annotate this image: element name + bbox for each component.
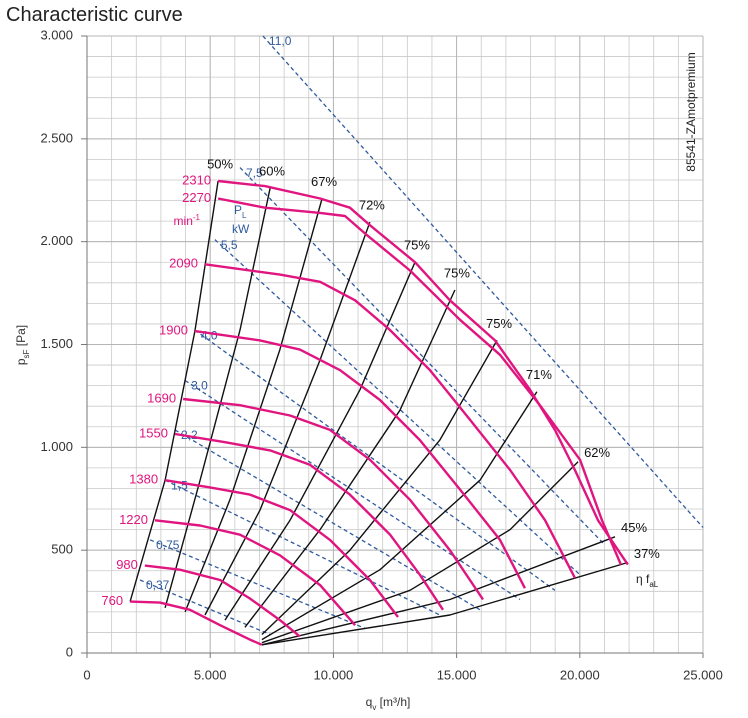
side-note: 85541-ZAmotpremium xyxy=(684,52,698,171)
efficiency-label: 71% xyxy=(526,367,552,382)
efficiency-line xyxy=(261,391,538,641)
x-tick-label: 0 xyxy=(83,667,90,682)
power-label: PL xyxy=(234,203,247,219)
efficiency-label: 75% xyxy=(404,238,430,253)
y-tick-label: 3.000 xyxy=(40,27,73,42)
y-label-sub: sF xyxy=(22,349,31,358)
power-label: 7,5 xyxy=(246,166,263,180)
efficiency-line xyxy=(164,188,271,608)
power-label-base: P xyxy=(234,203,242,217)
y-axis-label: psF [Pa] xyxy=(14,325,30,365)
y-tick-label: 500 xyxy=(51,542,73,557)
y-tick-label: 1.500 xyxy=(40,336,73,351)
speed-label: 1380 xyxy=(129,472,158,487)
x-label-sub: v xyxy=(372,703,376,712)
power-line xyxy=(174,429,481,611)
efficiency-label: 62% xyxy=(584,445,610,460)
efficiency-label: 50% xyxy=(207,156,233,171)
power-unit: kW xyxy=(232,222,250,236)
efficiency-line xyxy=(261,561,628,646)
speed-unit-sup: -1 xyxy=(193,213,201,222)
efficiency-line xyxy=(224,261,416,621)
speed-curve xyxy=(174,432,445,611)
speed-label: 2270 xyxy=(182,190,211,205)
x-tick-label: 5.000 xyxy=(194,667,227,682)
power-label: 0,75 xyxy=(156,538,180,552)
efficiency-label: 60% xyxy=(259,164,285,179)
efficiency-symbol: η faL xyxy=(636,572,659,588)
speed-curve xyxy=(204,263,576,579)
efficiency-label: 75% xyxy=(444,265,470,280)
speed-label: 1900 xyxy=(159,323,188,338)
power-label-sub: L xyxy=(242,211,247,220)
speed-curve xyxy=(217,179,629,566)
speed-curve xyxy=(217,197,623,566)
x-label-rest: [m³/h] xyxy=(376,695,410,709)
power-line xyxy=(262,35,704,528)
efficiency-label: 45% xyxy=(621,520,647,535)
efficiency-line xyxy=(204,221,371,616)
y-tick-label: 1.000 xyxy=(40,439,73,454)
power-line xyxy=(139,579,271,636)
efficiency-line xyxy=(261,340,498,636)
speed-label: 1690 xyxy=(147,390,176,405)
speed-label: 980 xyxy=(116,557,138,572)
efficiency-label: 37% xyxy=(634,546,660,561)
power-label: 4,0 xyxy=(201,328,218,342)
y-label-base: p xyxy=(14,358,28,365)
speed-curve xyxy=(182,397,484,601)
x-tick-label: 15.000 xyxy=(437,667,477,682)
efficiency-symbol-base: η f xyxy=(636,572,650,586)
efficiency-symbol-sub: aL xyxy=(649,580,658,589)
speed-label: 2090 xyxy=(169,256,198,271)
x-tick-label: 20.000 xyxy=(560,667,600,682)
power-line xyxy=(239,167,606,546)
power-line xyxy=(164,479,441,616)
efficiency-line xyxy=(244,289,456,628)
efficiency-label: 67% xyxy=(311,174,337,189)
power-label: 5,5 xyxy=(221,238,238,252)
speed-curve xyxy=(144,564,301,638)
y-label-rest: [Pa] xyxy=(14,325,28,350)
speed-label: 1550 xyxy=(139,425,168,440)
speed-unit: min-1 xyxy=(174,213,201,229)
chart-title: Characteristic curve xyxy=(6,4,183,26)
speed-label: 760 xyxy=(101,593,123,608)
speed-label: 2310 xyxy=(182,172,211,187)
speed-curve xyxy=(154,519,357,626)
efficiency-line xyxy=(261,536,616,646)
speed-curve xyxy=(194,329,526,589)
power-label: 0,37 xyxy=(146,578,170,592)
efficiency-line xyxy=(261,461,579,644)
power-line xyxy=(149,539,366,629)
speed-curve xyxy=(164,479,399,618)
efficiency-line xyxy=(129,180,219,602)
power-line xyxy=(214,239,581,576)
power-label: 11,0 xyxy=(269,34,292,48)
efficiency-label: 75% xyxy=(486,316,512,331)
power-label: 2,2 xyxy=(181,428,198,442)
speed-curve xyxy=(130,600,263,646)
x-label-base: q xyxy=(366,695,373,709)
speed-label: 1220 xyxy=(119,512,148,527)
power-line xyxy=(184,379,521,601)
power-label: 3,0 xyxy=(191,379,208,393)
x-tick-label: 25.000 xyxy=(683,667,723,682)
efficiency-label: 72% xyxy=(359,198,385,213)
efficiency-line xyxy=(184,198,323,613)
y-tick-label: 0 xyxy=(66,644,73,659)
x-tick-label: 10.000 xyxy=(314,667,354,682)
y-tick-label: 2.000 xyxy=(40,233,73,248)
y-tick-label: 2.500 xyxy=(40,130,73,145)
speed-unit-base: min xyxy=(174,214,193,228)
x-axis-label: qv [m³/h] xyxy=(366,695,411,711)
